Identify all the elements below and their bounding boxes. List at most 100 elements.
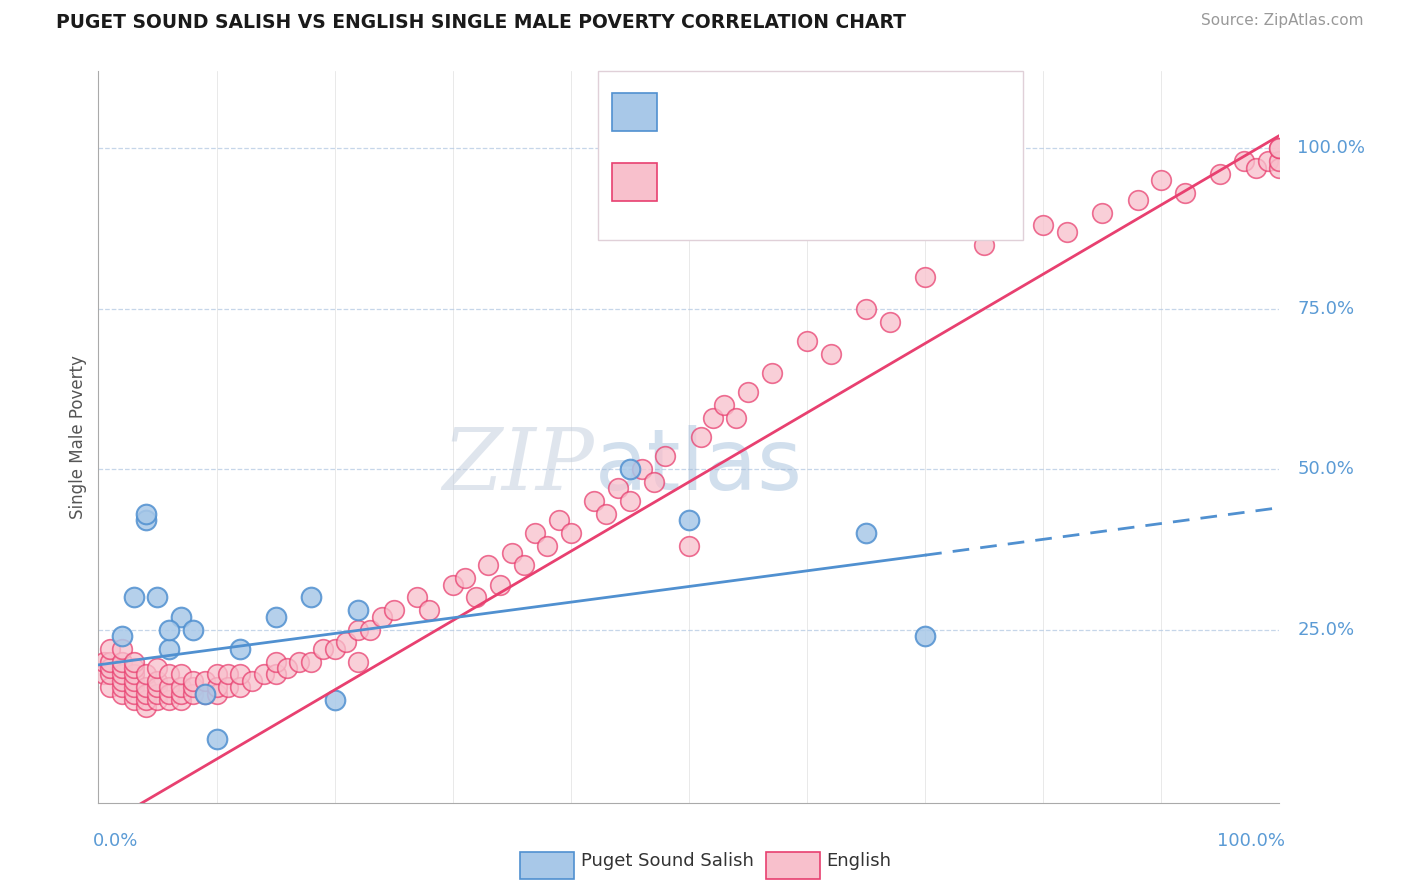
Point — [560, 526, 582, 541]
Point — [524, 526, 547, 541]
Point — [347, 603, 370, 617]
Point — [1268, 141, 1291, 155]
Text: English: English — [827, 852, 891, 870]
Point — [678, 539, 700, 553]
Point — [1091, 205, 1114, 219]
Point — [135, 699, 157, 714]
Point — [146, 591, 169, 605]
Point — [157, 667, 180, 681]
Point — [264, 667, 287, 681]
Point — [98, 667, 121, 681]
Point — [276, 661, 298, 675]
Point — [205, 681, 228, 695]
Y-axis label: Single Male Poverty: Single Male Poverty — [69, 355, 87, 519]
Point — [1056, 225, 1078, 239]
Point — [489, 577, 512, 591]
Point — [1268, 161, 1291, 175]
Point — [465, 591, 488, 605]
Point — [973, 237, 995, 252]
Point — [93, 655, 115, 669]
Point — [217, 667, 239, 681]
Point — [914, 269, 936, 284]
Point — [205, 731, 228, 746]
Point — [312, 641, 335, 656]
Point — [1244, 161, 1267, 175]
Point — [583, 494, 606, 508]
Point — [111, 629, 134, 643]
Point — [347, 655, 370, 669]
Point — [335, 635, 357, 649]
Point — [1032, 219, 1054, 233]
Point — [205, 687, 228, 701]
Point — [122, 591, 145, 605]
Point — [111, 673, 134, 688]
Point — [607, 482, 630, 496]
Point — [135, 687, 157, 701]
FancyBboxPatch shape — [612, 162, 657, 201]
Text: 100.0%: 100.0% — [1218, 832, 1285, 850]
Point — [157, 641, 180, 656]
Point — [135, 507, 157, 521]
Point — [1268, 141, 1291, 155]
Point — [122, 693, 145, 707]
Point — [181, 687, 204, 701]
Point — [1174, 186, 1197, 201]
Point — [194, 673, 217, 688]
Point — [264, 655, 287, 669]
Point — [855, 526, 877, 541]
Text: atlas: atlas — [595, 425, 803, 508]
Text: R = 0.778   N = 113: R = 0.778 N = 113 — [704, 172, 918, 191]
Point — [111, 667, 134, 681]
Point — [595, 507, 617, 521]
Text: Source: ZipAtlas.com: Source: ZipAtlas.com — [1201, 13, 1364, 29]
Point — [146, 681, 169, 695]
Point — [347, 623, 370, 637]
Point — [702, 410, 724, 425]
Point — [855, 301, 877, 316]
Point — [406, 591, 429, 605]
Point — [288, 655, 311, 669]
Point — [122, 667, 145, 681]
Text: 25.0%: 25.0% — [1298, 621, 1354, 639]
Point — [643, 475, 665, 489]
Point — [205, 667, 228, 681]
Point — [1150, 173, 1173, 187]
Point — [453, 571, 475, 585]
Point — [135, 514, 157, 528]
Point — [737, 385, 759, 400]
Point — [111, 641, 134, 656]
Point — [98, 681, 121, 695]
Point — [761, 366, 783, 380]
Point — [157, 693, 180, 707]
Point — [93, 667, 115, 681]
Point — [1268, 154, 1291, 169]
Point — [299, 591, 322, 605]
Point — [122, 655, 145, 669]
Point — [229, 681, 252, 695]
Point — [796, 334, 818, 348]
Text: 0.0%: 0.0% — [93, 832, 138, 850]
Point — [181, 673, 204, 688]
Point — [323, 641, 346, 656]
Text: 100.0%: 100.0% — [1298, 139, 1365, 157]
Point — [194, 687, 217, 701]
Point — [170, 609, 193, 624]
Text: 50.0%: 50.0% — [1298, 460, 1354, 478]
Point — [146, 661, 169, 675]
Point — [1257, 154, 1279, 169]
Point — [181, 681, 204, 695]
Point — [359, 623, 381, 637]
Text: 75.0%: 75.0% — [1298, 300, 1354, 318]
Point — [111, 681, 134, 695]
Point — [229, 667, 252, 681]
Point — [111, 661, 134, 675]
Point — [170, 693, 193, 707]
Point — [194, 687, 217, 701]
Text: ZIP: ZIP — [443, 425, 595, 508]
Point — [323, 693, 346, 707]
Point — [122, 687, 145, 701]
Point — [122, 681, 145, 695]
FancyBboxPatch shape — [612, 94, 657, 131]
Point — [725, 410, 748, 425]
Point — [157, 681, 180, 695]
